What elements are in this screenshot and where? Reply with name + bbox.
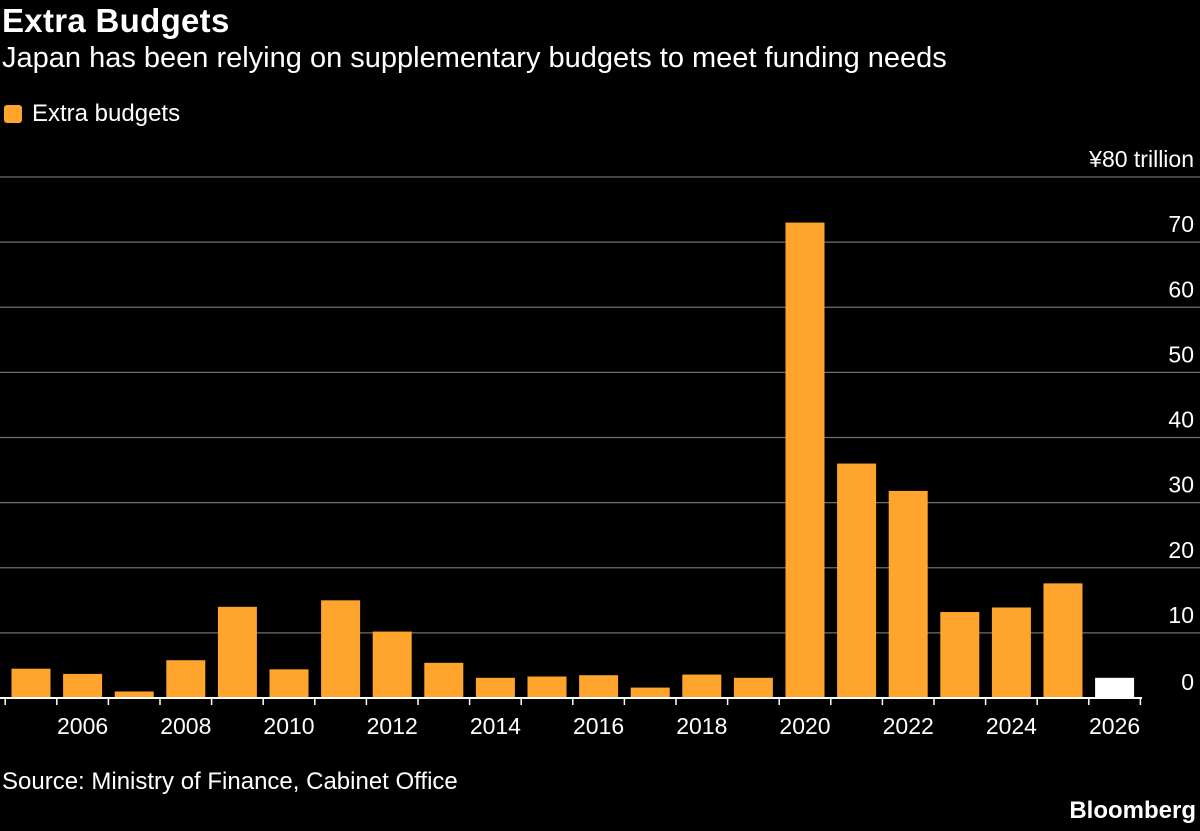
y-tick-label: 0 [1181, 669, 1194, 695]
bar-2006 [63, 673, 103, 698]
bar-2008 [166, 660, 206, 698]
bar-2012 [372, 631, 412, 698]
x-tick-label: 2022 [883, 713, 934, 739]
y-tick-label: 70 [1168, 211, 1194, 237]
bar-2010 [269, 669, 309, 698]
legend-label: Extra budgets [32, 100, 181, 127]
y-tick-label: 10 [1168, 602, 1194, 628]
bar-2023 [940, 612, 980, 698]
legend: Extra budgets [4, 100, 180, 128]
x-tick-label: 2018 [676, 713, 727, 739]
bar-2005 [11, 668, 51, 698]
bar-2021 [837, 463, 877, 698]
bar-2013 [424, 662, 464, 698]
bar-2011 [321, 600, 361, 698]
bar-2009 [217, 606, 257, 698]
source-note: Source: Ministry of Finance, Cabinet Off… [2, 768, 458, 795]
x-tick-label: 2012 [367, 713, 418, 739]
x-tick-label: 2024 [986, 713, 1037, 739]
bar-2019 [733, 677, 773, 698]
legend-swatch [4, 105, 22, 123]
y-tick-label: 30 [1168, 472, 1194, 498]
bar-2025 [1043, 583, 1083, 698]
bar-2017 [630, 687, 670, 698]
x-tick-label: 2016 [573, 713, 624, 739]
bar-2020 [785, 222, 825, 698]
y-tick-label: ¥80 trillion [1088, 146, 1194, 172]
x-tick-label: 2008 [160, 713, 211, 739]
y-tick-label: 20 [1168, 537, 1194, 563]
bar-2026 [1095, 677, 1135, 698]
y-tick-label: 60 [1168, 276, 1194, 302]
y-tick-label: 40 [1168, 407, 1194, 433]
x-tick-label: 2014 [470, 713, 521, 739]
x-tick-label: 2026 [1089, 713, 1140, 739]
x-tick-label: 2010 [263, 713, 314, 739]
bar-2016 [579, 675, 619, 698]
x-tick-label: 2020 [779, 713, 830, 739]
bar-2024 [991, 607, 1031, 698]
y-tick-label: 50 [1168, 341, 1194, 367]
bar-2022 [888, 490, 928, 698]
bar-2015 [527, 676, 567, 698]
x-tick-label: 2006 [57, 713, 108, 739]
bar-2007 [114, 691, 154, 698]
chart-subtitle: Japan has been relying on supplementary … [2, 42, 947, 74]
bar-2014 [475, 677, 515, 698]
bar-2018 [682, 674, 722, 698]
chart-title: Extra Budgets [2, 2, 230, 39]
brand-logo: Bloomberg [1069, 797, 1196, 824]
